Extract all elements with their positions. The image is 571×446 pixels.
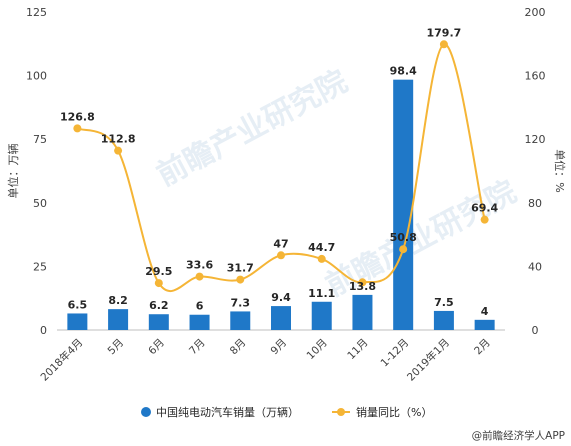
line-value-label: 29.5 xyxy=(145,265,172,278)
bar xyxy=(230,311,251,330)
bar xyxy=(108,309,129,330)
y-tick-label: 75 xyxy=(33,133,47,146)
bar-value-label: 4 xyxy=(481,305,489,318)
bar-value-label: 6.2 xyxy=(149,299,169,312)
line-point xyxy=(399,245,408,254)
y2-tick-label: 80 xyxy=(528,197,542,210)
bar-value-label: 6 xyxy=(196,300,204,313)
x-tick-label: 5月 xyxy=(106,337,127,358)
line-value-label: 126.8 xyxy=(60,110,95,123)
x-tick-label: 2019年1月 xyxy=(404,336,452,384)
bar-value-label: 7.5 xyxy=(434,296,454,309)
line-point xyxy=(317,254,326,263)
legend-bar-label: 中国纯电动汽车销量（万辆） xyxy=(156,405,299,419)
line-point xyxy=(114,146,123,155)
bar-value-label: 8.2 xyxy=(108,294,128,307)
y2-tick-label: 40 xyxy=(528,260,542,273)
line-point xyxy=(439,40,448,49)
line-point xyxy=(277,251,285,260)
bar-value-label: 13.8 xyxy=(349,280,376,293)
legend: 中国纯电动汽车销量（万辆） 销量同比（%） xyxy=(141,405,432,419)
x-tick-label: 1-12月 xyxy=(379,337,412,370)
x-tick-label: 11月 xyxy=(345,337,370,362)
x-tick-label: 2月 xyxy=(472,337,493,358)
x-tick-label: 10月 xyxy=(304,337,329,362)
line-point xyxy=(480,215,489,224)
bar xyxy=(148,314,169,330)
y-tick-label: 50 xyxy=(33,197,47,210)
line-point xyxy=(236,275,245,284)
bar xyxy=(67,313,88,330)
bar xyxy=(311,301,332,330)
bar-value-label: 9.4 xyxy=(271,291,291,304)
y2-tick-label: 160 xyxy=(525,70,546,83)
legend-bar-marker xyxy=(141,407,151,417)
line-value-label: 112.8 xyxy=(101,133,136,146)
bar xyxy=(393,79,414,330)
source-text: @前瞻经济学人APP xyxy=(472,429,565,442)
bar xyxy=(189,314,210,330)
line-value-label: 47 xyxy=(273,237,288,250)
line-point xyxy=(73,124,82,133)
legend-line-label: 销量同比（%） xyxy=(356,405,432,419)
y-tick-label: 125 xyxy=(26,6,47,19)
y2-tick-label: 200 xyxy=(525,6,546,19)
line-point xyxy=(358,278,367,287)
x-tick-label: 6月 xyxy=(146,337,167,358)
bar-value-label: 98.4 xyxy=(390,65,417,78)
x-tick-label: 7月 xyxy=(187,337,208,358)
x-tick-label: 9月 xyxy=(268,337,289,358)
y-axis-title: 单位：万辆 xyxy=(6,144,20,199)
line-value-label: 31.7 xyxy=(227,262,254,275)
y2-axis-title: 单位：% xyxy=(553,149,567,192)
x-tick-label: 8月 xyxy=(228,337,249,358)
bar xyxy=(433,310,454,330)
line-value-label: 179.7 xyxy=(427,26,462,39)
bar-value-label: 6.5 xyxy=(68,298,88,311)
y-tick-label: 25 xyxy=(33,260,47,273)
line-path xyxy=(76,43,486,292)
line-value-label: 33.6 xyxy=(186,259,213,272)
y-tick-label: 0 xyxy=(40,324,47,337)
y2-tick-label: 120 xyxy=(525,133,546,146)
line-point xyxy=(195,272,204,281)
bar-value-label: 7.3 xyxy=(231,296,251,309)
line-series xyxy=(73,40,489,292)
legend-line-marker xyxy=(337,408,345,416)
bar-value-label: 11.1 xyxy=(308,287,335,300)
watermark-text-1: 前瞻产业研究院 xyxy=(151,64,353,193)
data-labels: 6.5 8.2 6.2 6 7.3 9.4 11.1 13.8 98.4 7.5 4 126.8 112… xyxy=(60,26,499,318)
y-tick-label: 100 xyxy=(26,70,47,83)
bar xyxy=(271,306,291,330)
bar xyxy=(474,319,495,330)
x-tick-label: 2018年4月 xyxy=(38,336,86,384)
bar xyxy=(352,294,373,330)
line-value-label: 44.7 xyxy=(308,241,335,254)
line-value-label: 50.8 xyxy=(390,231,417,244)
line-point xyxy=(154,279,163,288)
y2-tick-label: 0 xyxy=(532,324,539,337)
bar-series xyxy=(67,79,495,330)
line-value-label: 69.4 xyxy=(471,202,498,215)
